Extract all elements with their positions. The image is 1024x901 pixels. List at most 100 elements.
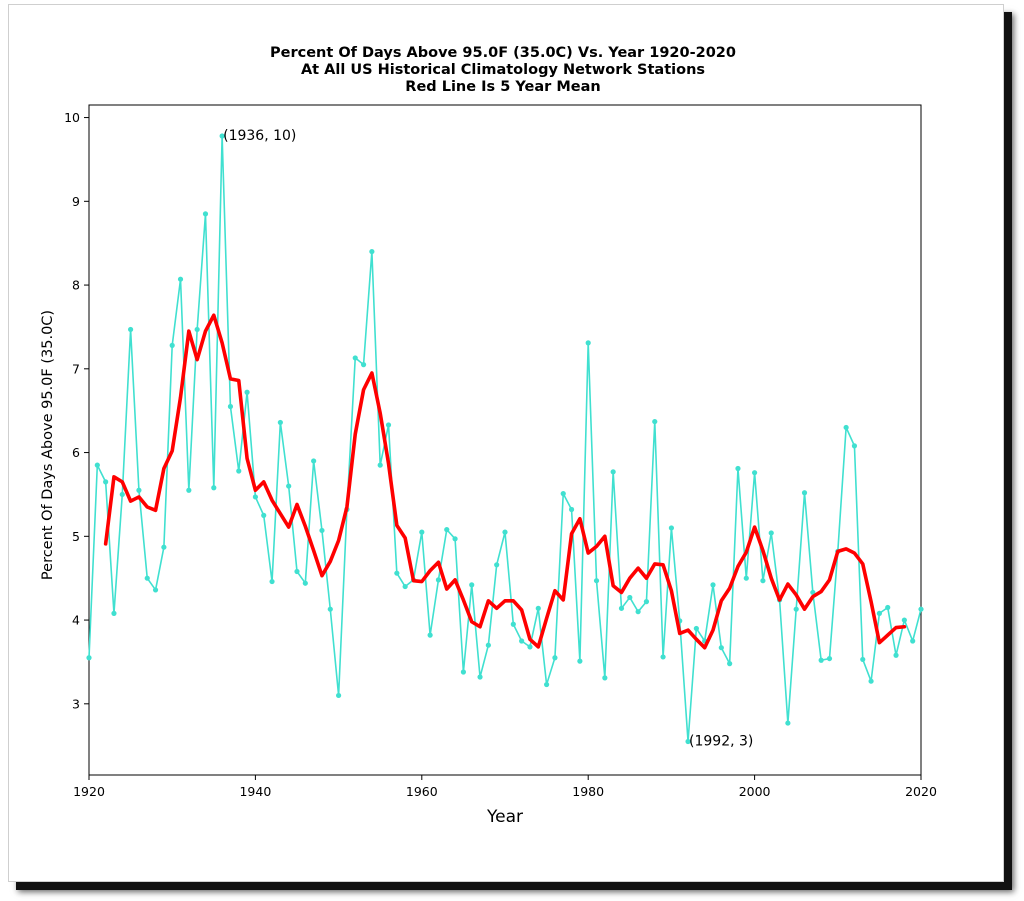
data-point [244,389,250,395]
data-point [668,525,675,531]
data-point [419,529,425,535]
data-point [352,355,358,361]
data-point [469,582,475,588]
data-point [435,577,442,583]
x-tick-label: 1940 [239,784,271,799]
data-point [876,610,883,616]
y-tick-label: 3 [72,696,80,711]
data-point [885,604,891,611]
data-point [693,625,699,632]
y-axis-label: Percent Of Days Above 95.0F (35.0C) [40,310,56,580]
data-point [452,536,458,542]
data-point [560,491,566,497]
data-point [402,583,408,590]
data-point [86,655,92,661]
data-point [602,675,608,681]
data-point [860,656,866,663]
data-point [735,465,741,472]
data-point [103,479,109,485]
data-point [610,469,616,475]
x-tick-label: 1980 [572,784,604,799]
y-tick-label: 9 [72,194,80,209]
data-point [277,419,283,426]
data-point [818,657,824,663]
data-point [585,340,591,346]
data-point [502,529,508,535]
data-point [760,578,766,584]
data-point [618,605,625,611]
data-point [485,642,491,648]
data-point [593,578,600,584]
data-point [427,632,433,638]
data-point [444,527,450,533]
data-point [202,211,209,217]
data-point [743,575,749,581]
data-point [161,544,167,550]
data-point [144,575,150,581]
data-point [236,468,242,474]
data-point [128,326,134,333]
data-point [910,638,916,644]
data-point [252,494,258,500]
y-tick-label: 6 [72,445,80,460]
data-point [269,578,275,585]
annotation-layer: (1936, 10) (1992, 3) [223,128,753,750]
data-point [119,491,125,498]
annotation-label: (1992, 3) [689,734,753,750]
data-point [785,720,791,726]
data-point [868,678,874,684]
data-point [577,658,583,664]
data-point [194,326,200,333]
data-point [336,692,342,699]
x-axis-label: Year [486,807,523,827]
data-point [286,483,292,489]
data-point [152,587,159,593]
data-point [893,652,899,658]
annotation-label: (1936, 10) [223,128,296,144]
y-tick-label: 5 [72,529,80,544]
plot-area [88,104,922,776]
chart-title: Percent Of Days Above 95.0F (35.0C) Vs. … [270,45,736,95]
data-point [360,362,367,368]
data-point [552,655,558,661]
data-point [801,490,808,496]
data-point [768,530,774,536]
data-point [627,594,633,601]
five-year-mean-line [103,313,907,650]
data-point [294,568,300,575]
data-point [752,470,758,476]
data-point [369,248,375,255]
x-tick-label: 1920 [73,784,105,799]
data-point [535,605,541,611]
y-tick-label: 4 [72,613,80,628]
data-point [219,133,225,139]
data-point [169,342,175,348]
data-point [211,485,217,491]
data-point [544,681,550,688]
y-tick-label: 10 [64,110,80,125]
data-point [643,599,650,605]
data-point [460,669,466,675]
data-point [901,617,907,623]
data-point [311,458,317,464]
data-point [377,462,383,468]
data-point [652,418,658,425]
data-point [177,276,184,282]
x-tick-label: 2020 [905,784,937,799]
data-point [635,609,641,615]
data-point [851,443,858,449]
data-point [718,645,724,651]
data-point [568,506,575,513]
data-point [136,487,142,493]
chart-title-line-1: Percent Of Days Above 95.0F (35.0C) Vs. … [270,45,736,61]
data-point [385,422,392,428]
chart-title-line-2: At All US Historical Climatology Network… [301,62,705,78]
data-point [710,582,716,588]
data-point [727,661,733,667]
x-axis-ticks: 1920 1940 1960 1980 2000 2020 [73,775,937,799]
data-point [111,610,117,616]
data-point [94,462,100,468]
data-point [519,638,525,644]
x-tick-label: 2000 [739,784,771,799]
